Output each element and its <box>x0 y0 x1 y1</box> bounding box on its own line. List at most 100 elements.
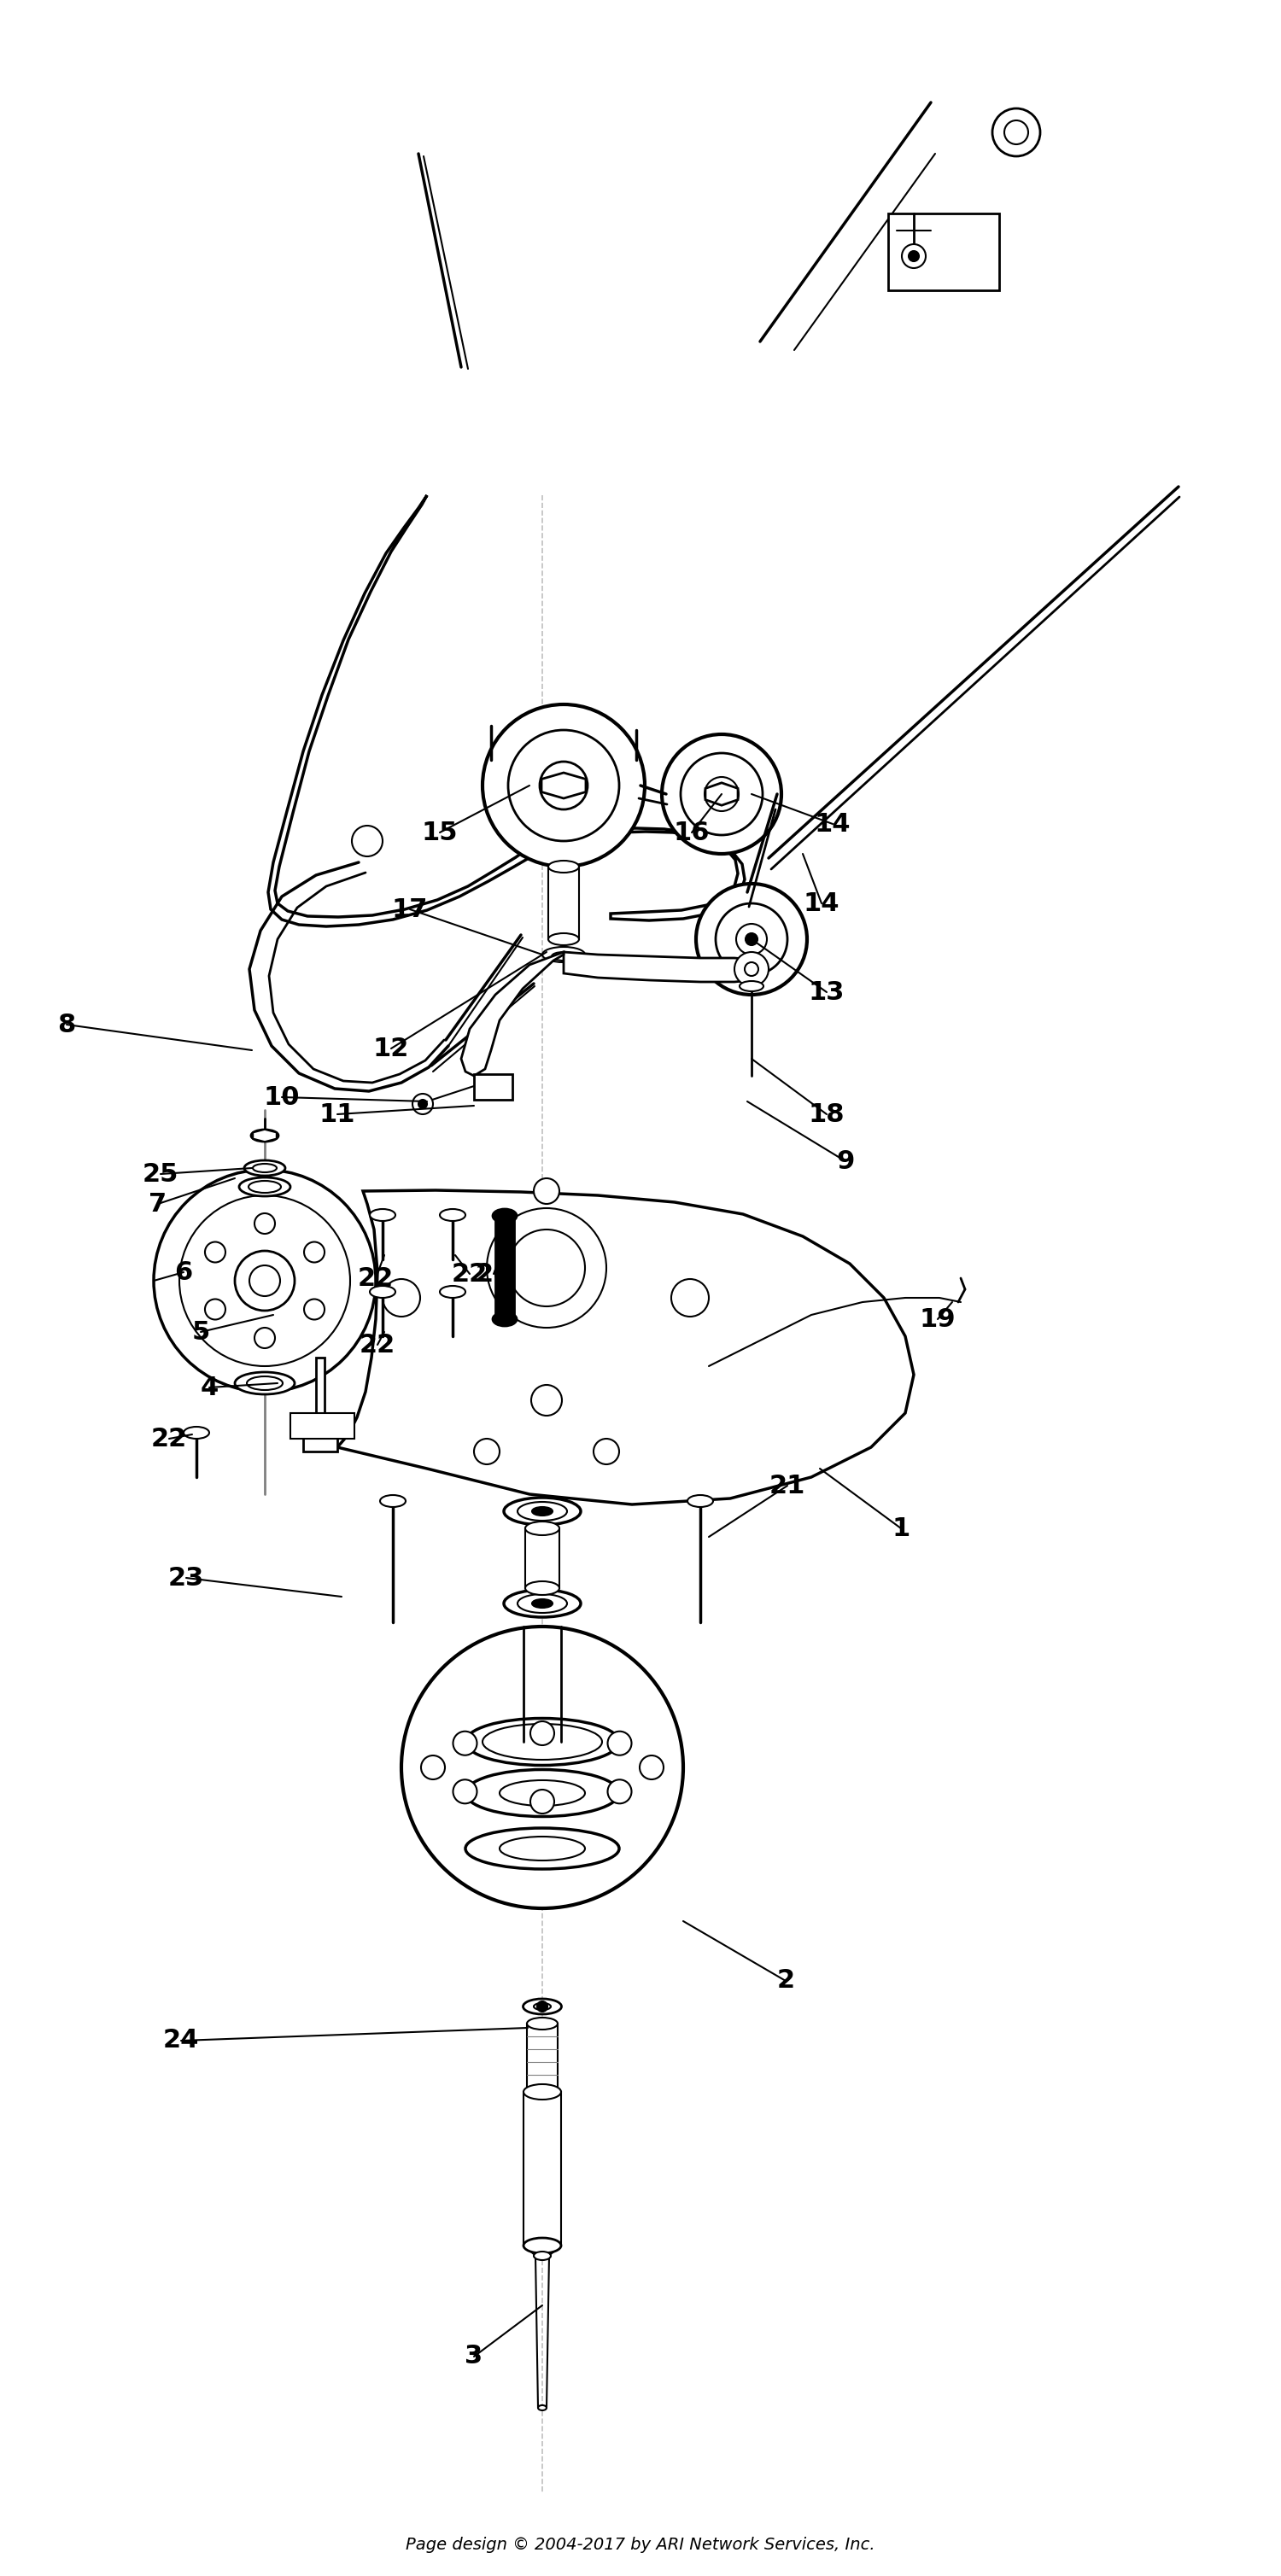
Ellipse shape <box>534 2004 551 2009</box>
Circle shape <box>539 762 588 809</box>
Text: 14: 14 <box>815 811 851 837</box>
Ellipse shape <box>739 981 763 992</box>
Circle shape <box>509 729 619 840</box>
Ellipse shape <box>249 1180 281 1193</box>
Text: 3: 3 <box>465 2344 483 2370</box>
Polygon shape <box>564 953 762 981</box>
Polygon shape <box>252 1128 277 1141</box>
Text: 8: 8 <box>58 1012 76 1038</box>
Ellipse shape <box>552 953 575 961</box>
Circle shape <box>593 1440 619 1463</box>
Circle shape <box>734 953 769 987</box>
Bar <box>526 2025 557 2092</box>
Circle shape <box>737 925 767 956</box>
Text: 20: 20 <box>475 1262 511 1285</box>
Ellipse shape <box>538 2406 547 2411</box>
Ellipse shape <box>534 2251 551 2259</box>
Text: 22: 22 <box>360 1332 396 1358</box>
Text: 10: 10 <box>264 1084 300 1110</box>
Text: 15: 15 <box>421 819 459 845</box>
Ellipse shape <box>183 1427 209 1440</box>
Ellipse shape <box>500 1780 585 1806</box>
Circle shape <box>453 1731 477 1754</box>
Text: 5: 5 <box>192 1319 210 1345</box>
Text: 9: 9 <box>836 1149 854 1175</box>
Ellipse shape <box>548 860 579 873</box>
Circle shape <box>453 1780 477 1803</box>
Circle shape <box>255 1327 275 1347</box>
Polygon shape <box>304 1358 337 1450</box>
Polygon shape <box>706 783 738 806</box>
Polygon shape <box>461 953 564 1077</box>
Ellipse shape <box>439 1285 465 1298</box>
Ellipse shape <box>493 1311 516 1327</box>
Bar <box>548 866 579 940</box>
Bar <box>496 1216 514 1319</box>
Ellipse shape <box>245 1159 286 1175</box>
Text: 22: 22 <box>452 1262 488 1285</box>
Ellipse shape <box>465 1829 619 1870</box>
Circle shape <box>534 1177 560 1203</box>
Ellipse shape <box>500 1837 585 1860</box>
Bar <box>524 2092 561 2246</box>
Text: 2: 2 <box>776 1968 794 1994</box>
Ellipse shape <box>542 948 585 963</box>
Circle shape <box>509 1229 585 1306</box>
Circle shape <box>250 1265 281 1296</box>
Ellipse shape <box>525 1522 560 1535</box>
Circle shape <box>383 1280 420 1316</box>
Ellipse shape <box>548 933 579 945</box>
Text: 11: 11 <box>319 1103 355 1126</box>
Text: 14: 14 <box>803 891 840 914</box>
Ellipse shape <box>247 1376 283 1391</box>
Circle shape <box>304 1242 324 1262</box>
Text: 6: 6 <box>174 1260 192 1285</box>
Ellipse shape <box>524 2239 561 2254</box>
Ellipse shape <box>518 1595 567 1613</box>
Ellipse shape <box>370 1285 396 1298</box>
Circle shape <box>639 1754 664 1780</box>
Circle shape <box>993 108 1040 157</box>
Bar <box>291 1414 355 1440</box>
Circle shape <box>746 933 757 945</box>
Circle shape <box>474 1440 500 1463</box>
Circle shape <box>607 1731 632 1754</box>
Ellipse shape <box>523 1999 561 2014</box>
Circle shape <box>705 778 739 811</box>
Bar <box>525 1528 560 1589</box>
Circle shape <box>304 1298 324 1319</box>
Polygon shape <box>268 495 744 927</box>
Ellipse shape <box>240 1177 291 1195</box>
Text: 13: 13 <box>808 979 844 1005</box>
Text: 25: 25 <box>142 1162 178 1188</box>
Ellipse shape <box>526 2017 557 2030</box>
Ellipse shape <box>518 1502 567 1520</box>
Text: 23: 23 <box>168 1566 204 1589</box>
Circle shape <box>205 1242 225 1262</box>
Circle shape <box>607 1780 632 1803</box>
Circle shape <box>205 1298 225 1319</box>
Circle shape <box>716 904 788 976</box>
Polygon shape <box>542 773 585 799</box>
Circle shape <box>401 1625 683 1909</box>
Circle shape <box>671 1280 708 1316</box>
Text: 21: 21 <box>770 1473 806 1499</box>
Ellipse shape <box>532 1507 552 1515</box>
Text: 16: 16 <box>674 819 710 845</box>
Ellipse shape <box>524 2084 561 2099</box>
Circle shape <box>532 1386 562 1417</box>
Circle shape <box>530 1721 555 1744</box>
Circle shape <box>908 250 918 260</box>
Circle shape <box>412 1095 433 1115</box>
Ellipse shape <box>370 1208 396 1221</box>
Text: 19: 19 <box>920 1306 956 1332</box>
Circle shape <box>902 245 926 268</box>
Circle shape <box>154 1170 375 1391</box>
Ellipse shape <box>503 1589 580 1618</box>
Ellipse shape <box>251 1131 278 1141</box>
Text: 4: 4 <box>200 1376 218 1399</box>
Polygon shape <box>337 1190 913 1504</box>
Ellipse shape <box>465 1770 619 1816</box>
Ellipse shape <box>439 1208 465 1221</box>
Ellipse shape <box>483 1723 602 1759</box>
